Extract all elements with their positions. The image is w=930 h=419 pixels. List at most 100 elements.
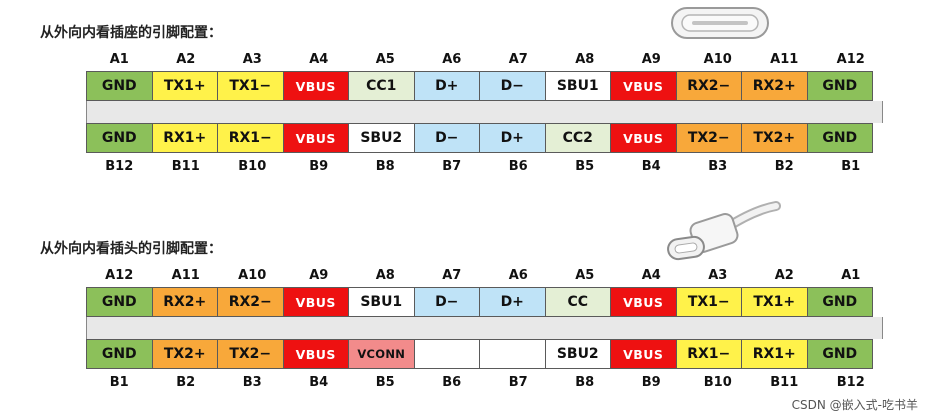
pin-cell: TX1− [675,287,742,317]
pin-label: A10 [238,268,267,283]
pin-cell: GND [86,287,153,317]
pin-label: B1 [841,159,861,174]
pin-label: A3 [242,52,262,67]
pin-label: A1 [109,52,129,67]
pin-cell: VBUS [282,287,349,317]
pin-cell: TX2− [217,339,284,369]
pin-label: A7 [508,52,528,67]
pin-cell: VBUS [282,123,349,153]
pin-label: B9 [641,375,661,390]
pin-cell [413,339,480,369]
plug-center-tongue [86,317,883,339]
pin-label: A9 [309,268,329,283]
receptacle-top-row: GND TX1+ TX1− VBUS CC1 D+ D− SBU1 VBUS RX2− RX2+ GN… [86,71,884,101]
pin-cell: TX2+ [741,123,808,153]
pin-cell: GND [806,287,873,317]
receptacle-top-pin-labels: A1 A2 A3 A4 A5 A6 A7 A8 A9 A10 A11 A12 [86,52,884,67]
pin-cell: TX1+ [741,287,808,317]
pin-label: B2 [176,375,196,390]
pin-label: A4 [641,268,661,283]
pin-cell: D+ [413,71,480,101]
pin-cell: CC1 [348,71,415,101]
receptacle-bottom-pin-labels: B12 B11 B10 B9 B8 B7 B6 B5 B4 B3 B2 B1 [86,159,884,174]
pin-cell: RX2+ [151,287,218,317]
pin-cell: SBU1 [348,287,415,317]
receptacle-center-tongue [86,101,883,123]
pin-cell: D− [479,71,546,101]
pin-cell: SBU2 [348,123,415,153]
pin-cell: D− [413,123,480,153]
pin-label: A2 [774,268,794,283]
pin-label: B6 [508,159,528,174]
pin-label: B7 [442,159,462,174]
pin-label: B2 [774,159,794,174]
pin-label: A3 [708,268,728,283]
pin-cell: RX2− [675,71,742,101]
pin-label: B10 [238,159,267,174]
receptacle-heading: 从外向内看插座的引脚配置： [40,25,222,41]
pin-cell: RX1− [217,123,284,153]
pin-cell: GND [86,71,153,101]
pin-cell: GND [806,123,873,153]
pin-label: B1 [109,375,129,390]
pin-label: A11 [171,268,200,283]
pin-cell: SBU1 [544,71,611,101]
pin-cell: TX1+ [151,71,218,101]
pin-cell: RX1+ [151,123,218,153]
pin-cell: TX2+ [151,339,218,369]
pin-label: A12 [105,268,134,283]
pin-cell: VBUS [610,287,677,317]
pin-cell: TX1− [217,71,284,101]
pin-label: B10 [703,375,732,390]
pin-cell [479,339,546,369]
pin-label: B9 [309,159,329,174]
pin-cell: VCONN [348,339,415,369]
pin-cell: D+ [479,287,546,317]
pin-label: B4 [309,375,329,390]
pin-label: B3 [708,159,728,174]
pin-label: A5 [375,52,395,67]
pin-label: A6 [508,268,528,283]
pin-cell: CC [544,287,611,317]
watermark: CSDN @嵌入式-吃书羊 [791,398,918,412]
pin-label: B3 [242,375,262,390]
pin-cell: GND [806,339,873,369]
pin-cell: GND [806,71,873,101]
pin-label: B11 [770,375,799,390]
pin-label: A7 [442,268,462,283]
pin-label: A11 [770,52,799,67]
plug-bottom-pin-labels: B1 B2 B3 B4 B5 B6 B7 B8 B9 B10 B11 B12 [86,375,884,390]
plug-top-row: GND RX2+ RX2− VBUS SBU1 D− D+ CC VBUS TX1− TX1+ GND [86,287,884,317]
pin-label: B7 [508,375,528,390]
pin-label: A5 [575,268,595,283]
pin-label: A8 [375,268,395,283]
plug-pinout: A12 A11 A10 A9 A8 A7 A6 A5 A4 A3 A2 A1 GND RX2+ RX2− V… [86,268,884,390]
plug-top-pin-labels: A12 A11 A10 A9 A8 A7 A6 A5 A4 A3 A2 A1 [86,268,884,283]
pin-cell: VBUS [282,339,349,369]
pin-cell: CC2 [544,123,611,153]
pin-label: A9 [641,52,661,67]
pin-cell: GND [86,339,153,369]
pin-cell: D+ [479,123,546,153]
pin-label: A12 [836,52,865,67]
usb-c-receptacle-illustration [671,7,769,39]
pin-cell: D− [413,287,480,317]
pin-label: B4 [641,159,661,174]
pin-cell: VBUS [610,71,677,101]
pin-label: B12 [105,159,134,174]
pin-cell: GND [86,123,153,153]
pin-label: B12 [836,375,865,390]
pin-label: A10 [703,52,732,67]
pin-label: B6 [442,375,462,390]
pin-label: B8 [375,159,395,174]
pin-label: A8 [575,52,595,67]
pin-label: A4 [309,52,329,67]
pin-label: A2 [176,52,196,67]
pin-cell: VBUS [610,123,677,153]
receptacle-pinout: A1 A2 A3 A4 A5 A6 A7 A8 A9 A10 A11 A12 GND TX1+ TX1− V… [86,52,884,174]
pin-cell: RX2+ [741,71,808,101]
pin-label: A6 [442,52,462,67]
pin-cell: SBU2 [544,339,611,369]
pin-cell: VBUS [610,339,677,369]
pin-cell: RX1− [675,339,742,369]
